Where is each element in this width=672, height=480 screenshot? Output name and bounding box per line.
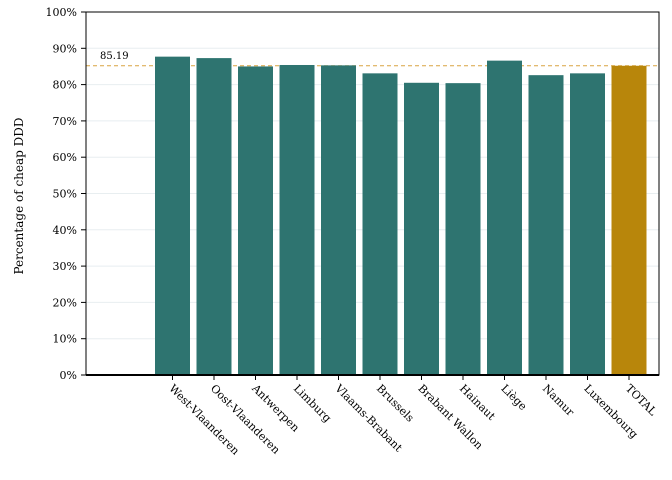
y-tick-label: 70% bbox=[53, 115, 77, 128]
y-tick-label: 40% bbox=[53, 224, 77, 237]
bar-brabant-wallon bbox=[404, 82, 439, 375]
y-tick-label: 60% bbox=[53, 151, 77, 164]
bar-hainaut bbox=[445, 83, 481, 375]
bar-total bbox=[611, 65, 647, 375]
axes bbox=[81, 11, 660, 380]
y-tick-label: 90% bbox=[53, 42, 77, 55]
y-tick-label: 100% bbox=[46, 6, 77, 19]
y-tick-label: 50% bbox=[53, 188, 77, 201]
reference-line-label: 85.19 bbox=[100, 51, 129, 62]
bar-oost-vlaanderen bbox=[196, 58, 232, 375]
bar-luxembourg bbox=[570, 73, 605, 376]
bar-limburg bbox=[279, 64, 315, 376]
y-tick-label: 0% bbox=[60, 369, 77, 382]
y-tick-label: 10% bbox=[53, 333, 77, 346]
y-tick-label: 80% bbox=[53, 79, 77, 92]
bar-antwerpen bbox=[238, 66, 273, 375]
bar-brussels bbox=[362, 73, 398, 376]
bar-li-ge bbox=[487, 60, 522, 375]
bar-west-vlaanderen bbox=[155, 56, 190, 376]
bars bbox=[155, 56, 647, 376]
y-tick-label: 20% bbox=[53, 296, 77, 309]
bar-namur bbox=[528, 75, 564, 376]
bar-vlaams-brabant bbox=[321, 65, 356, 376]
y-axis-title: Percentage of cheap DDD bbox=[12, 117, 26, 274]
y-tick-label: 30% bbox=[53, 260, 77, 273]
